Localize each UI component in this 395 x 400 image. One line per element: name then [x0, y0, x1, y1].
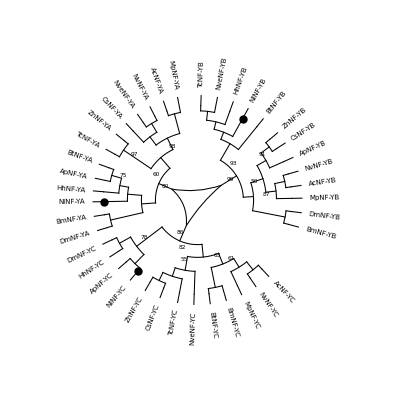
- Text: DmNF-YB: DmNF-YB: [308, 211, 341, 220]
- Text: 87: 87: [262, 192, 270, 196]
- Text: CsNF-YA: CsNF-YA: [100, 96, 123, 120]
- Text: 86: 86: [177, 230, 184, 236]
- Text: NveNF-YB: NveNF-YB: [216, 56, 228, 90]
- Text: 50: 50: [251, 179, 258, 184]
- Text: 82: 82: [179, 245, 186, 250]
- Text: ApNF-YB: ApNF-YB: [299, 140, 327, 157]
- Text: BmNF-YC: BmNF-YC: [226, 307, 240, 338]
- Text: HhNF-YA: HhNF-YA: [56, 185, 86, 193]
- Text: MpNF-YA: MpNF-YA: [167, 60, 179, 90]
- Text: 93: 93: [230, 162, 237, 166]
- Text: NvNF-YB: NvNF-YB: [305, 158, 334, 172]
- Text: 98: 98: [169, 144, 177, 149]
- Text: DmNF-YC: DmNF-YC: [66, 245, 97, 264]
- Text: DmNF-YA: DmNF-YA: [59, 230, 91, 245]
- Text: TcNF-YB: TcNF-YB: [198, 61, 205, 88]
- Text: BmNF-YA: BmNF-YA: [56, 214, 87, 225]
- Text: BtNF-YA: BtNF-YA: [66, 150, 93, 164]
- Text: NveNF-YC: NveNF-YC: [190, 312, 197, 345]
- Text: NvNF-YC: NvNF-YC: [258, 291, 279, 318]
- Text: 75: 75: [120, 174, 127, 178]
- Text: MpNF-YB: MpNF-YB: [310, 194, 340, 201]
- Text: MpNF-YC: MpNF-YC: [242, 300, 260, 330]
- Text: NlNF-YB: NlNF-YB: [249, 77, 268, 103]
- Text: TcNF-YC: TcNF-YC: [168, 310, 179, 336]
- Text: HhNF-YB: HhNF-YB: [233, 66, 249, 96]
- Text: BtNF-YC: BtNF-YC: [208, 311, 217, 338]
- Text: 60: 60: [153, 172, 160, 177]
- Text: BmNF-YB: BmNF-YB: [305, 226, 337, 240]
- Text: BtNF-YB: BtNF-YB: [266, 90, 288, 115]
- Text: CsNF-YB: CsNF-YB: [290, 121, 317, 142]
- Text: 97: 97: [131, 152, 138, 157]
- Text: ZnNF-YC: ZnNF-YC: [124, 296, 144, 324]
- Text: NlNF-YA: NlNF-YA: [59, 199, 85, 206]
- Text: ZnNF-YA: ZnNF-YA: [86, 109, 112, 132]
- Text: AcNF-YA: AcNF-YA: [149, 67, 164, 95]
- Text: 78: 78: [141, 235, 148, 240]
- Text: 91: 91: [258, 152, 266, 157]
- Text: NveNF-YA: NveNF-YA: [112, 79, 135, 110]
- Text: AcNF-YB: AcNF-YB: [308, 178, 337, 187]
- Text: HhNF-YC: HhNF-YC: [77, 258, 105, 280]
- Text: CsNF-YC: CsNF-YC: [145, 304, 160, 332]
- Text: 99: 99: [226, 177, 234, 182]
- Text: 63: 63: [214, 252, 221, 258]
- Text: TcNF-YA: TcNF-YA: [75, 130, 101, 148]
- Text: NvNF-YA: NvNF-YA: [131, 73, 149, 102]
- Text: NlNF-YC: NlNF-YC: [106, 284, 128, 308]
- Text: 61: 61: [228, 256, 235, 261]
- Text: ApNF-YA: ApNF-YA: [59, 168, 88, 180]
- Text: AcNF-YC: AcNF-YC: [272, 280, 295, 304]
- Text: 55: 55: [181, 257, 188, 262]
- Text: ZnNF-YB: ZnNF-YB: [282, 107, 308, 130]
- Text: 80: 80: [162, 184, 169, 189]
- Text: ApNF-YC: ApNF-YC: [89, 271, 115, 295]
